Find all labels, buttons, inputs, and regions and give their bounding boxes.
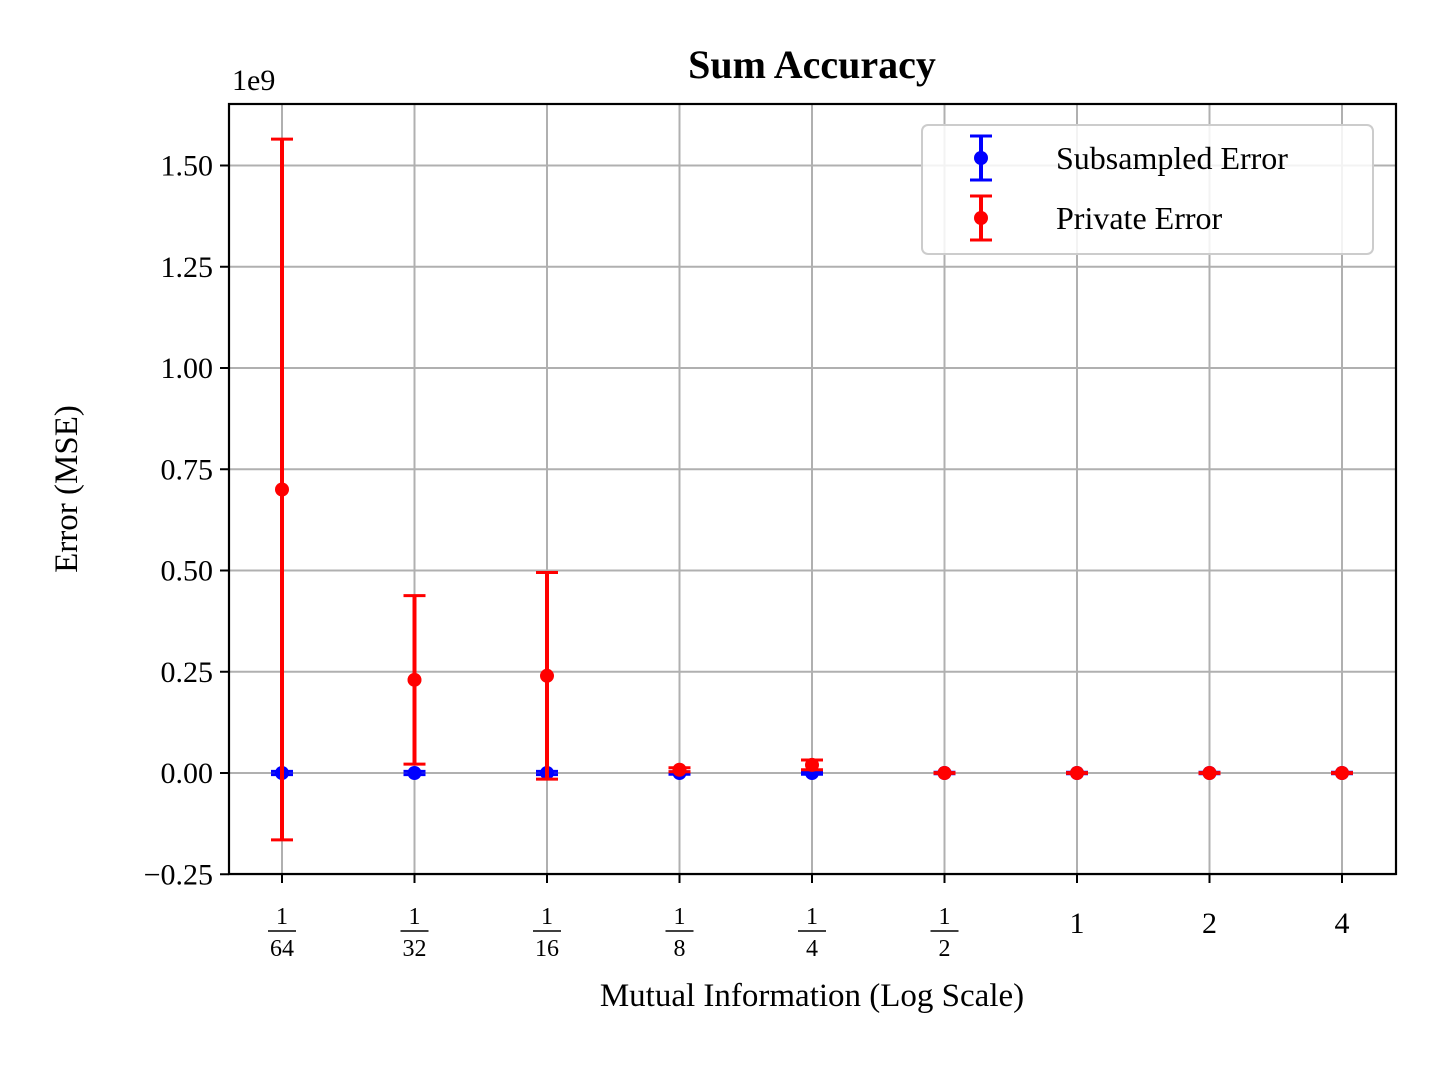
legend-label: Private Error [1056,200,1223,236]
x-axis-label: Mutual Information (Log Scale) [600,978,1024,1014]
legend-marker [974,211,988,225]
series-private-error [271,137,1353,842]
x-tick-label: 4 [1335,907,1350,940]
data-point [1335,766,1349,780]
x-tick-label-denominator: 8 [674,936,686,962]
data-point [407,672,422,687]
legend-marker [974,151,988,165]
x-tick-label-numerator: 1 [276,904,288,930]
x-tick-label-numerator: 1 [806,904,818,930]
y-tick-label: 0.50 [161,555,214,588]
data-point [540,668,554,683]
x-tick-label-numerator: 1 [939,904,951,930]
data-point [1070,766,1084,780]
data-point [937,766,952,780]
x-tick-label: 2 [1202,907,1217,940]
data-point [1202,766,1217,780]
legend-label: Subsampled Error [1056,140,1288,176]
data-point [407,766,422,780]
x-tick-label-denominator: 64 [270,936,294,962]
x-tick-label-numerator: 1 [674,904,686,930]
x-tick-label-denominator: 16 [535,936,559,962]
y-tick-label: −0.25 [144,858,213,891]
y-tick-label: 1.00 [161,352,214,385]
y-axis-label: Error (MSE) [49,405,85,573]
y-tick-label: 1.50 [161,150,214,183]
y-tick-label: 1.25 [161,251,214,284]
data-point [805,757,819,772]
legend-box [921,124,1374,255]
x-tick-label: 1 [1070,907,1085,940]
data-point [275,482,289,497]
x-tick-label-denominator: 4 [806,936,818,962]
data-point [672,762,687,777]
y-scale-label: 1e9 [232,64,275,97]
x-tick-label-numerator: 1 [409,904,421,930]
y-tick-label: 0.75 [161,453,214,486]
x-tick-label-numerator: 1 [541,904,553,930]
y-axis-ticks: −0.25 0.00 0.25 0.50 0.75 1.00 1.25 1.50 [144,150,229,891]
x-axis-ticks: 1 64 1 32 1 16 1 8 1 4 1 2 1 2 4 [268,874,1350,962]
legend: Subsampled Error Private Error [921,124,1374,255]
y-tick-label: 0.25 [161,656,214,689]
chart-title: Sum Accuracy [688,42,936,87]
x-tick-label-denominator: 32 [403,936,427,962]
series-layer [271,137,1353,842]
y-tick-label: 0.00 [161,757,214,790]
x-tick-label-denominator: 2 [939,936,951,962]
